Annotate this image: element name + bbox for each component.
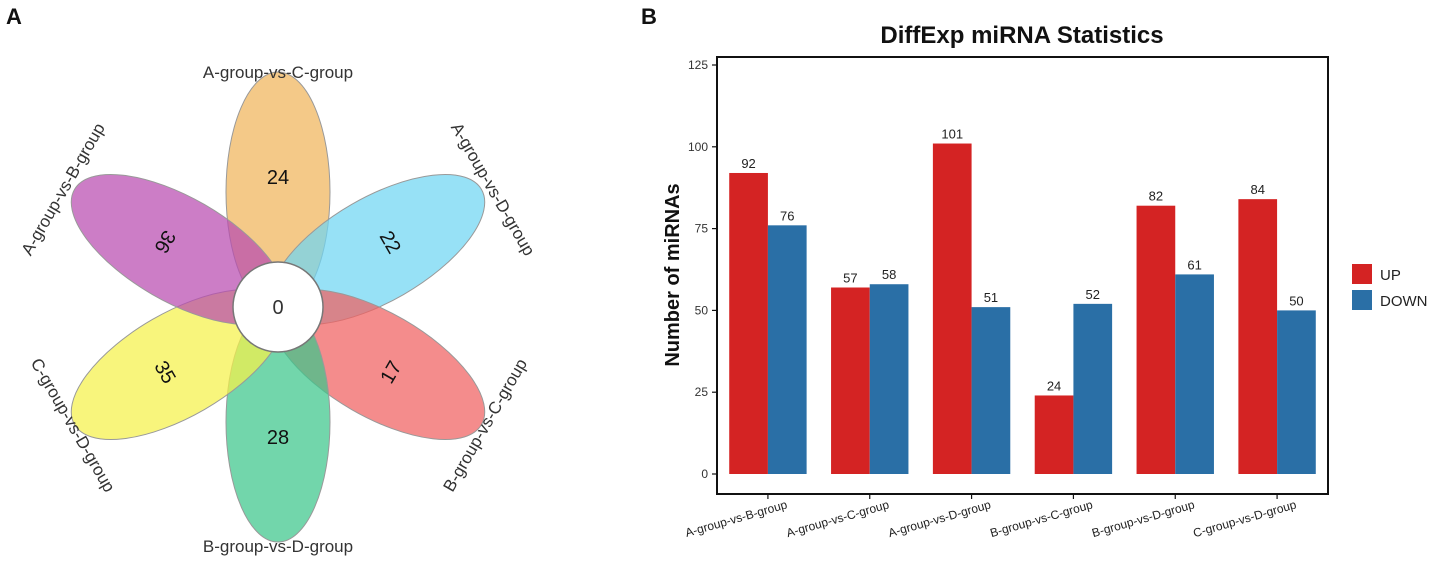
y-tick-label: 25 xyxy=(695,385,709,399)
data-label-up-5: 82 xyxy=(1149,189,1163,204)
data-label-down-3: 51 xyxy=(984,290,998,305)
data-label-down-2: 58 xyxy=(882,267,896,282)
data-label-up-1: 92 xyxy=(741,156,755,171)
bar-up-2 xyxy=(831,287,870,474)
y-tick-label: 0 xyxy=(701,467,708,481)
bar-up-3 xyxy=(932,143,972,474)
bar-up-4 xyxy=(1034,395,1074,474)
bar-down-5 xyxy=(1175,274,1214,474)
category-label-4: B-group-vs-C-group xyxy=(988,497,1094,540)
flower-center xyxy=(232,261,324,353)
bar-up-1 xyxy=(729,172,768,474)
category-label-2: A-group-vs-C-group xyxy=(785,497,891,540)
bar-down-2 xyxy=(869,284,909,474)
petal-label-4: B-group-vs-D-group xyxy=(203,537,353,556)
data-label-up-4: 24 xyxy=(1047,378,1061,393)
category-label-3: A-group-vs-D-group xyxy=(887,497,993,540)
bar-down-4 xyxy=(1073,303,1113,474)
y-tick-label: 75 xyxy=(695,222,709,236)
data-label-down-6: 50 xyxy=(1289,293,1303,308)
legend-swatch-down xyxy=(1352,290,1372,310)
panel-label-b: B xyxy=(641,4,657,29)
petal-count-1: 24 xyxy=(267,167,289,189)
bar-up-5 xyxy=(1136,205,1176,475)
category-label-6: C-group-vs-D-group xyxy=(1191,497,1298,540)
y-tick-label: 125 xyxy=(688,58,708,72)
data-label-up-3: 101 xyxy=(941,127,963,142)
panel-label-a: A xyxy=(6,4,22,29)
y-tick-label: 100 xyxy=(688,140,708,154)
bar-down-3 xyxy=(971,307,1011,474)
legend-label-down: DOWN xyxy=(1380,293,1428,310)
bar-down-1 xyxy=(767,225,807,474)
y-tick-label: 50 xyxy=(695,303,709,317)
data-label-up-2: 57 xyxy=(843,270,857,285)
y-axis-title: Number of miRNAs xyxy=(662,183,684,366)
data-label-down-1: 76 xyxy=(780,208,794,223)
petal-label-1: A-group-vs-C-group xyxy=(203,63,353,82)
data-label-down-5: 61 xyxy=(1187,257,1201,272)
petal-count-4: 28 xyxy=(267,427,289,449)
category-label-5: B-group-vs-D-group xyxy=(1090,497,1196,540)
legend-swatch-up xyxy=(1352,264,1372,284)
data-label-up-6: 84 xyxy=(1251,182,1265,197)
category-label-1: A-group-vs-B-group xyxy=(684,497,789,540)
legend-label-up: UP xyxy=(1380,267,1401,284)
center-count: 0 xyxy=(272,297,283,319)
plot-frame xyxy=(716,56,1329,495)
data-label-down-4: 52 xyxy=(1086,287,1100,302)
bar-up-6 xyxy=(1238,199,1278,475)
chart-title: DiffExp miRNA Statistics xyxy=(880,22,1163,49)
bar-down-6 xyxy=(1277,310,1316,474)
